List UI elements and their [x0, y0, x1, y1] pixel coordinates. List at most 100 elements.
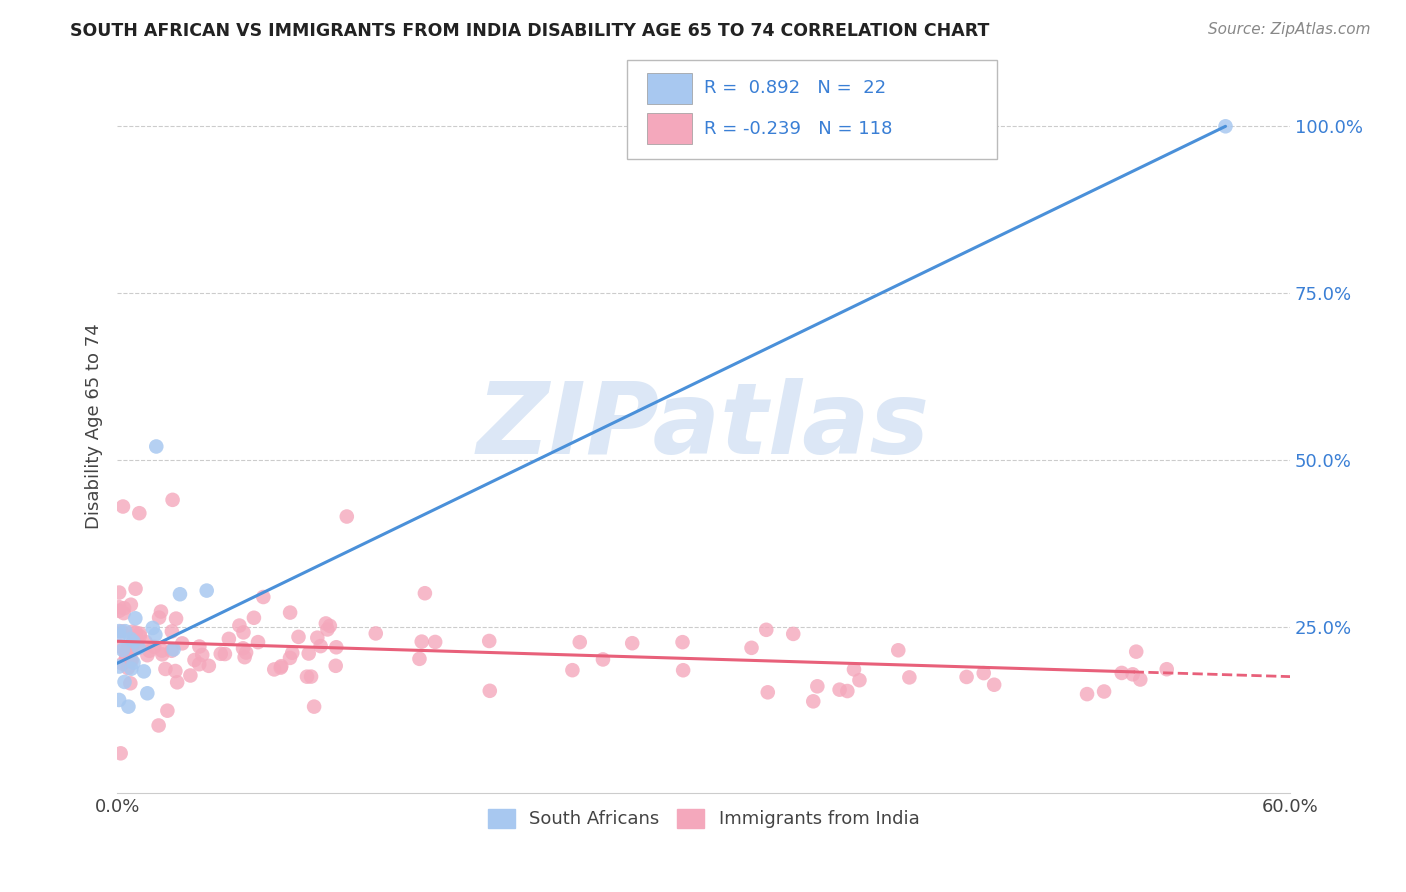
Point — [145, 628, 167, 642]
Point — [848, 673, 870, 688]
Point — [166, 675, 188, 690]
Point — [160, 644, 183, 658]
Point — [561, 663, 583, 677]
Point — [298, 647, 321, 661]
Point — [316, 623, 339, 637]
Text: Source: ZipAtlas.com: Source: ZipAtlas.com — [1208, 22, 1371, 37]
Point — [263, 662, 285, 676]
Point — [299, 670, 322, 684]
Point — [411, 634, 433, 648]
Point — [281, 646, 304, 660]
Point — [1076, 687, 1098, 701]
Point — [214, 647, 236, 661]
Point — [325, 658, 347, 673]
Point — [309, 639, 332, 653]
Point — [408, 652, 430, 666]
Point — [148, 718, 170, 732]
Point — [592, 652, 614, 666]
Point — [120, 653, 142, 667]
Point — [364, 626, 387, 640]
Point — [295, 670, 318, 684]
Point — [128, 629, 150, 643]
Y-axis label: Disability Age 65 to 74: Disability Age 65 to 74 — [86, 324, 103, 529]
Point — [278, 606, 301, 620]
Point — [887, 643, 910, 657]
Point — [837, 684, 859, 698]
Point — [179, 668, 201, 682]
Point — [336, 509, 359, 524]
Point — [188, 640, 211, 654]
Point — [136, 648, 159, 663]
Point — [117, 661, 139, 675]
Point — [122, 656, 145, 670]
Point — [1129, 673, 1152, 687]
Point — [287, 630, 309, 644]
Bar — [647, 113, 692, 144]
Point — [1156, 662, 1178, 676]
Point — [568, 635, 591, 649]
Point — [162, 492, 184, 507]
Point — [122, 633, 145, 648]
Point — [150, 643, 173, 657]
Point — [302, 699, 325, 714]
Point — [127, 641, 149, 656]
Point — [842, 662, 865, 676]
Point — [120, 662, 142, 676]
Point — [233, 650, 256, 665]
Point — [128, 640, 150, 655]
Point — [128, 506, 150, 520]
Point — [108, 624, 131, 639]
Point — [243, 611, 266, 625]
Point — [165, 664, 187, 678]
Point — [115, 651, 138, 665]
Point — [898, 670, 921, 684]
Point — [425, 635, 447, 649]
Point — [235, 646, 257, 660]
Point — [478, 683, 501, 698]
Point — [1092, 684, 1115, 698]
Point — [801, 694, 824, 708]
Point — [198, 658, 221, 673]
Point — [252, 590, 274, 604]
Point — [108, 693, 131, 707]
Point — [120, 676, 142, 690]
Point — [218, 632, 240, 646]
Point — [148, 610, 170, 624]
Point — [114, 624, 136, 639]
Point — [117, 640, 139, 655]
Point — [228, 618, 250, 632]
Point — [983, 678, 1005, 692]
Point — [671, 635, 693, 649]
Point — [315, 616, 337, 631]
Point — [121, 653, 143, 667]
Point — [136, 686, 159, 700]
Point — [115, 651, 138, 665]
Point — [188, 657, 211, 672]
Point — [149, 605, 172, 619]
Point — [132, 665, 155, 679]
Point — [756, 685, 779, 699]
Point — [108, 600, 131, 615]
Point — [160, 624, 183, 639]
Point — [195, 583, 218, 598]
Point — [621, 636, 644, 650]
Point — [828, 682, 851, 697]
Point — [270, 660, 292, 674]
Point — [806, 679, 828, 693]
Point — [741, 640, 763, 655]
Legend: South Africans, Immigrants from India: South Africans, Immigrants from India — [481, 802, 927, 836]
Point — [138, 644, 160, 658]
Point — [319, 619, 342, 633]
Point — [120, 598, 142, 612]
Point — [111, 643, 134, 657]
Point — [110, 640, 132, 654]
Point — [1111, 665, 1133, 680]
Point — [191, 648, 214, 662]
Point — [325, 640, 347, 655]
Point — [172, 636, 194, 650]
Text: R =  0.892   N =  22: R = 0.892 N = 22 — [703, 79, 886, 97]
Point — [755, 623, 778, 637]
Point — [143, 640, 166, 654]
Point — [120, 632, 142, 646]
Point — [111, 500, 134, 514]
